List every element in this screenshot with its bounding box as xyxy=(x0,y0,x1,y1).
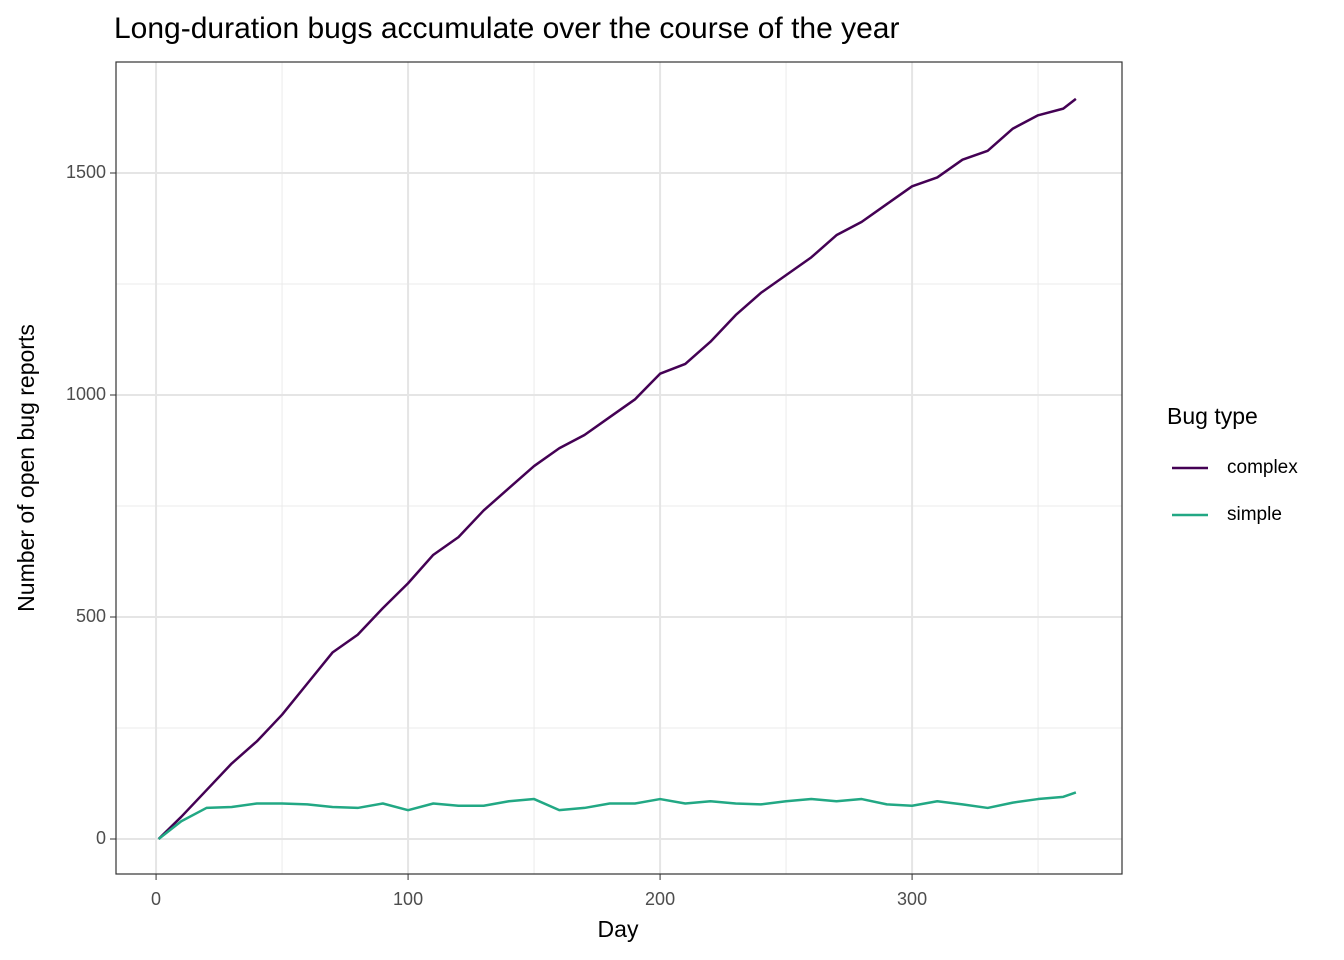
series-line xyxy=(157,97,1077,840)
chart-title: Long-duration bugs accumulate over the c… xyxy=(114,12,899,45)
legend-title: Bug type xyxy=(1167,403,1258,429)
legend-label: simple xyxy=(1227,504,1282,525)
series-line xyxy=(157,791,1077,840)
x-tick-label: 100 xyxy=(393,889,423,909)
x-tick-label: 200 xyxy=(645,889,675,909)
panel-border xyxy=(115,61,1123,875)
y-tick-label: 500 xyxy=(76,606,106,626)
y-tick-label: 1500 xyxy=(66,162,106,182)
y-tick-label: 0 xyxy=(96,828,106,848)
x-axis-title: Day xyxy=(598,916,639,942)
y-tick-label: 1000 xyxy=(66,384,106,404)
y-axis-title: Number of open bug reports xyxy=(13,324,39,612)
legend-label: complex xyxy=(1227,457,1298,478)
x-tick-label: 300 xyxy=(897,889,927,909)
x-tick-label: 0 xyxy=(151,889,161,909)
